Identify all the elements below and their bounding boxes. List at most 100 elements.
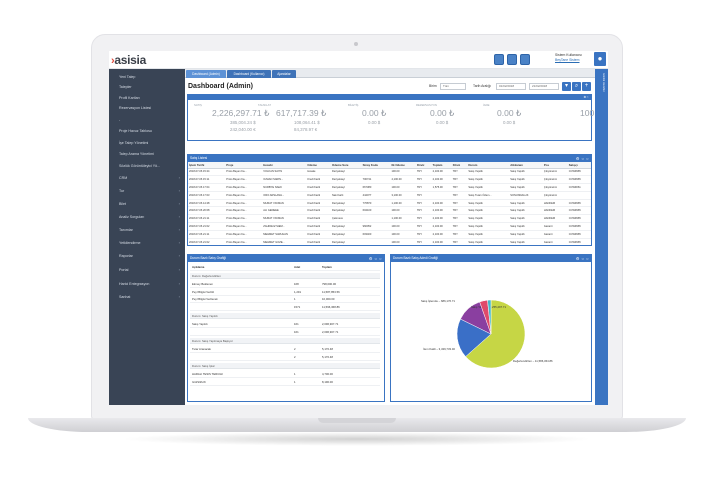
screen: ›asisia Sistem Kullanıcısı BeşTane Siste… <box>109 51 608 405</box>
pie-panel-header: Durum Bazlı Satış Adedi Grafiği ⚙ ○ ○ <box>391 255 591 262</box>
add-button[interactable]: + <box>582 82 591 91</box>
sidebar-item[interactable]: - <box>109 116 185 124</box>
sidebar-item[interactable]: Bilet › <box>109 200 185 208</box>
column-header[interactable]: Döviz <box>451 162 468 169</box>
panel-tools-icon[interactable]: ⚙○ <box>583 95 589 99</box>
column-header[interactable]: Ilk Odeme <box>390 162 416 169</box>
group-header[interactable]: Durum: Satış Yapıldı <box>190 313 380 319</box>
list-item[interactable]: Satış Yapıldı 161 2,096,907.71 <box>190 321 380 328</box>
table-row[interactable]: 2018-07-06 21:02 Proto Bayan Ka... ZAHIDE … <box>188 222 591 231</box>
right-rail[interactable]: Günlük Hedefler <box>595 69 608 405</box>
group-header[interactable]: Durum: Satış İptal <box>190 363 380 369</box>
sidebar-item[interactable]: Tanımlar › <box>109 226 185 234</box>
column-header[interactable]: Satışçı <box>567 162 591 169</box>
table-cell: 2,100.00 <box>431 230 452 239</box>
list-item[interactable]: Tutar Aranacak 2 5,170.48 <box>190 346 380 353</box>
table-cell: Kredi Kartlı <box>306 230 332 239</box>
column-header[interactable]: Atkılanan <box>509 162 543 169</box>
sidebar-item[interactable]: Tur › <box>109 187 185 195</box>
sidebar-item[interactable]: Yetkilendirme › <box>109 239 185 247</box>
tab-bar: Dashboard (Admin) Dashboard (Kullanıcı) … <box>185 69 595 78</box>
table-cell: 2,100.00 <box>431 214 452 224</box>
table-cell: Proto Bayan Ka... <box>225 168 263 177</box>
sidebar-item[interactable]: Rezervasyon Listesi <box>109 104 185 112</box>
list-item[interactable]: Peyl Bilgisi Verildi 1,291 11,587,853.56 <box>190 289 380 296</box>
column-header[interactable]: Odeme Sure <box>331 162 362 169</box>
table-row[interactable]: 2018-07-06 21:11 Proto Bayan Ka... MURAT Y… <box>188 214 591 224</box>
group-header[interactable]: Durum: Satış Yapılmaya Başlıyor <box>190 338 380 344</box>
column-header[interactable]: Odeme <box>306 162 332 169</box>
sidebar-item[interactable]: İşe Talep Yönetimi <box>109 139 185 147</box>
column-header[interactable]: Durum <box>467 162 510 169</box>
panel-tools-icon[interactable]: ⚙ ○ ○ <box>575 156 589 161</box>
list-item[interactable]: 1571 11,596,368.86 <box>190 304 380 311</box>
brand-logo[interactable]: ›asisia <box>111 53 146 68</box>
sales-list-panel: Satış Listesi ⚙ ○ ○ İşlem Tarihi Proje Hesa… <box>187 154 592 246</box>
list-item[interactable]: 161 2,096,907.71 <box>190 329 380 336</box>
pie-slice-label: İlem Kaldi – 3,439,733.46 <box>423 346 455 351</box>
panel-tools-icon[interactable]: ⚙ ○ ○ <box>368 256 382 261</box>
table-row[interactable]: 2018-07-06 20:08 Proto Bayan Ka... ALI GED… <box>188 206 591 216</box>
list-cell: 1 <box>294 297 296 301</box>
list-item[interactable]: 2 5,170.48 <box>190 354 380 361</box>
table-row[interactable]: 2018-07-06 21:02 Proto Bayan Ka... MEHMET … <box>188 238 591 245</box>
column-header[interactable]: Adet <box>294 265 301 269</box>
tab-dashboard-admin[interactable]: Dashboard (Admin) <box>186 70 226 78</box>
list-item[interactable]: Peyl Bilgisi Verilecek 1 10,000.00 <box>190 296 380 303</box>
table-row[interactable]: 2018-07-06 14:28 Proto Bayan Ka... MURAT Y… <box>188 199 591 208</box>
user-icon[interactable]: ● <box>594 52 606 66</box>
table-row[interactable]: 2018-07-06 15:24 Proto Bayan Ka... VOLKAN … <box>188 168 591 177</box>
sidebar-item[interactable]: Yeni Talep <box>109 73 185 81</box>
pie-slice[interactable] <box>465 299 526 369</box>
table-row[interactable]: 2018-07-06 17:04 Proto Bayan Ka... NURBYE … <box>188 183 591 192</box>
sidebar-item[interactable]: Harici Entegrasyon › <box>109 280 185 288</box>
pie-slice[interactable] <box>487 299 492 335</box>
sidebar-item[interactable]: Talep Arama Yönetimi <box>109 150 185 158</box>
column-header[interactable]: Pos <box>542 162 568 169</box>
pie-panel: Durum Bazlı Satış Adedi Grafiği ⚙ ○ ○ Değ… <box>390 254 592 402</box>
unit-filter-select[interactable]: Tüm <box>440 83 466 90</box>
table-cell: 2018-07-06 17:03 <box>188 191 226 200</box>
table-row[interactable]: 2018-07-06 21:11 Proto Bayan Ka... MEHMET … <box>188 230 591 239</box>
date-to-input[interactable]: 21/02/2018 <box>529 83 559 90</box>
column-header[interactable]: Döviz <box>415 162 432 169</box>
sidebar-item[interactable]: Talepler <box>109 83 185 91</box>
list-item[interactable]: Ekmey Beklenen 168 798,000.00 <box>190 281 380 288</box>
sidebar-item[interactable]: Raporlar › <box>109 252 185 260</box>
column-header[interactable]: Toplam <box>431 162 452 169</box>
column-header[interactable]: Açıklama <box>192 265 205 269</box>
table-cell: NURBYE NAHK <box>262 183 307 192</box>
panel-tools-icon[interactable]: ⚙ ○ ○ <box>575 256 589 261</box>
list-icon[interactable] <box>520 54 530 65</box>
table-row[interactable]: 2018-07-06 15:11 Proto Bayan Ka... OZHAN S… <box>188 175 591 185</box>
column-header[interactable]: Proje <box>225 162 263 169</box>
column-header[interactable]: Hesabi <box>262 162 307 169</box>
monitor-icon[interactable] <box>507 54 517 65</box>
sidebar-item[interactable]: Sözlük Görüntüleyici Yö... <box>109 162 185 170</box>
list-item[interactable]: HARALI TESIS TERCIHI 1 4,700.00 <box>190 371 380 378</box>
sidebar-item-label: Proje Havuz Tablosu <box>119 129 152 133</box>
sidebar-item[interactable]: Proje Havuz Tablosu <box>109 127 185 135</box>
list-item[interactable]: ILGISIZLIK 1 8,190.00 <box>190 379 380 386</box>
tab-agendas[interactable]: Ajandalar <box>272 70 296 78</box>
list-cell: 1 <box>294 379 296 384</box>
tab-dashboard-user[interactable]: Dashboard (Kullanıcı) <box>227 70 271 78</box>
window-icon[interactable] <box>494 54 504 65</box>
sidebar-item[interactable]: Profil Kartları <box>109 94 185 102</box>
group-header[interactable]: Durum: Değerlendirilen <box>190 273 380 279</box>
search-button[interactable]: ⌕ <box>572 82 581 91</box>
date-from-input[interactable]: 01/02/2018 <box>496 83 526 90</box>
pie-slice[interactable] <box>456 318 492 357</box>
user-role-link[interactable]: BeşTane Sistem <box>555 58 580 62</box>
list-cell: 1 <box>294 372 296 376</box>
column-header[interactable]: Sinay Kodu <box>361 162 391 169</box>
user-name: Sistem Kullanıcısı <box>555 53 582 57</box>
filter-dropdown-button[interactable]: ▾ <box>562 82 571 91</box>
column-header[interactable]: İşlem Tarihi <box>188 162 226 169</box>
table-row[interactable]: 2018-07-06 17:03 Proto Bayan Ka... ORO ARS… <box>188 191 591 200</box>
sidebar-item[interactable]: Analiz Sorguları › <box>109 213 185 221</box>
sidebar-item[interactable]: Portal › <box>109 266 185 274</box>
column-header[interactable]: Toplam <box>322 265 332 269</box>
sidebar-item[interactable]: Sanhat › <box>109 293 185 301</box>
sidebar-item[interactable]: CRM › <box>109 174 185 182</box>
